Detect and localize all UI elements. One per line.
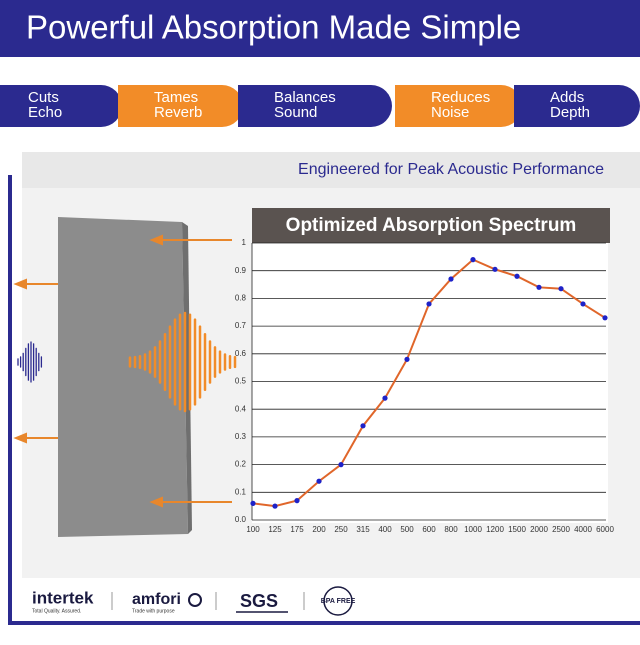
y-tick-label: 0.0 [235, 515, 247, 524]
logo-tagline: Trade with purpose [132, 608, 175, 614]
x-tick-label: 1500 [508, 525, 526, 534]
x-tick-label: 1000 [464, 525, 482, 534]
x-tick-label: 100 [246, 525, 260, 534]
feature-label: Noise [431, 104, 469, 121]
x-tick-label: 600 [422, 525, 436, 534]
data-point [514, 273, 520, 279]
y-tick-label: 0.6 [235, 349, 247, 358]
logo-tagline: Total Quality. Assured. [32, 608, 81, 614]
logo-ring [323, 586, 353, 616]
plot-area [252, 243, 608, 523]
feature-label: Reverb [154, 104, 202, 121]
data-point [602, 315, 608, 321]
data-point [558, 286, 564, 292]
subtitle: Engineered for Peak Acoustic Performance [298, 161, 604, 178]
side-rule [8, 175, 12, 625]
data-point [448, 276, 454, 282]
feature-pill [118, 85, 243, 127]
subtitle-band [22, 152, 640, 188]
x-tick-label: 200 [312, 525, 326, 534]
feature-pill [238, 85, 392, 127]
data-point [272, 503, 278, 509]
feature-pill [395, 85, 522, 127]
data-point [492, 266, 498, 272]
feature-pill [514, 85, 640, 127]
y-tick-label: 0.4 [235, 404, 247, 413]
chart: 0.0 0.1 0.2 0.3 0.4 0.5 0.6 0.7 0.8 0.9 1 100 125 175… [235, 238, 615, 534]
x-tick-label: 500 [400, 525, 414, 534]
x-tick-label: 175 [290, 525, 304, 534]
feature-label: Cuts [28, 89, 59, 106]
data-point [250, 500, 256, 506]
y-tick-label: 0.8 [235, 294, 247, 303]
x-tick-label: 2000 [530, 525, 548, 534]
y-tick-label: 0.5 [235, 377, 247, 386]
logo: SGS [240, 591, 278, 611]
x-tick-label: 4000 [574, 525, 592, 534]
y-tick-label: 0.7 [235, 321, 247, 330]
arrows [13, 234, 232, 508]
sound-wave [17, 311, 237, 413]
panel-edge [182, 222, 192, 534]
feature-pill [0, 85, 122, 127]
x-tick-label: 2500 [552, 525, 570, 534]
feature-label: Tames [154, 89, 198, 106]
data-point [316, 478, 322, 484]
logo: BPA FREE [321, 598, 356, 605]
x-tick-label: 125 [268, 525, 282, 534]
header-title: Powerful Absorption Made Simple [26, 9, 521, 46]
x-tick-label: 1200 [486, 525, 504, 534]
data-point [536, 284, 542, 290]
chart-title: Optimized Absorption Spectrum [286, 215, 577, 236]
data-point [294, 498, 300, 504]
data-point [382, 395, 388, 401]
logo-icon [188, 593, 202, 607]
x-tick-label: 800 [444, 525, 458, 534]
y-tick-label: 0.2 [235, 460, 247, 469]
feature-label: Reduces [431, 89, 490, 106]
y-tick-label: 1 [242, 238, 247, 247]
panel [58, 217, 188, 537]
feature-label: Depth [550, 104, 590, 121]
x-tick-label: 400 [378, 525, 392, 534]
y-tick-label: 0.3 [235, 432, 247, 441]
logo: amfori [132, 591, 181, 608]
feature-label: Adds [550, 89, 584, 106]
data-point [404, 356, 410, 362]
feature-label: Echo [28, 104, 62, 121]
chart-title-box [252, 208, 610, 243]
header-band [0, 0, 640, 57]
logo: intertek [32, 588, 94, 607]
y-tick-label: 0.1 [235, 487, 247, 496]
bottom-rule [8, 621, 640, 625]
x-tick-label: 6000 [596, 525, 614, 534]
data-point [360, 423, 366, 429]
data-point [426, 301, 432, 307]
y-tick-label: 0.9 [235, 266, 247, 275]
data-point [338, 462, 344, 468]
feature-label: Sound [274, 104, 317, 121]
data-point [470, 257, 476, 263]
data-point [580, 301, 586, 307]
x-tick-label: 315 [356, 525, 370, 534]
x-tick-label: 250 [334, 525, 348, 534]
feature-label: Balances [274, 89, 336, 106]
